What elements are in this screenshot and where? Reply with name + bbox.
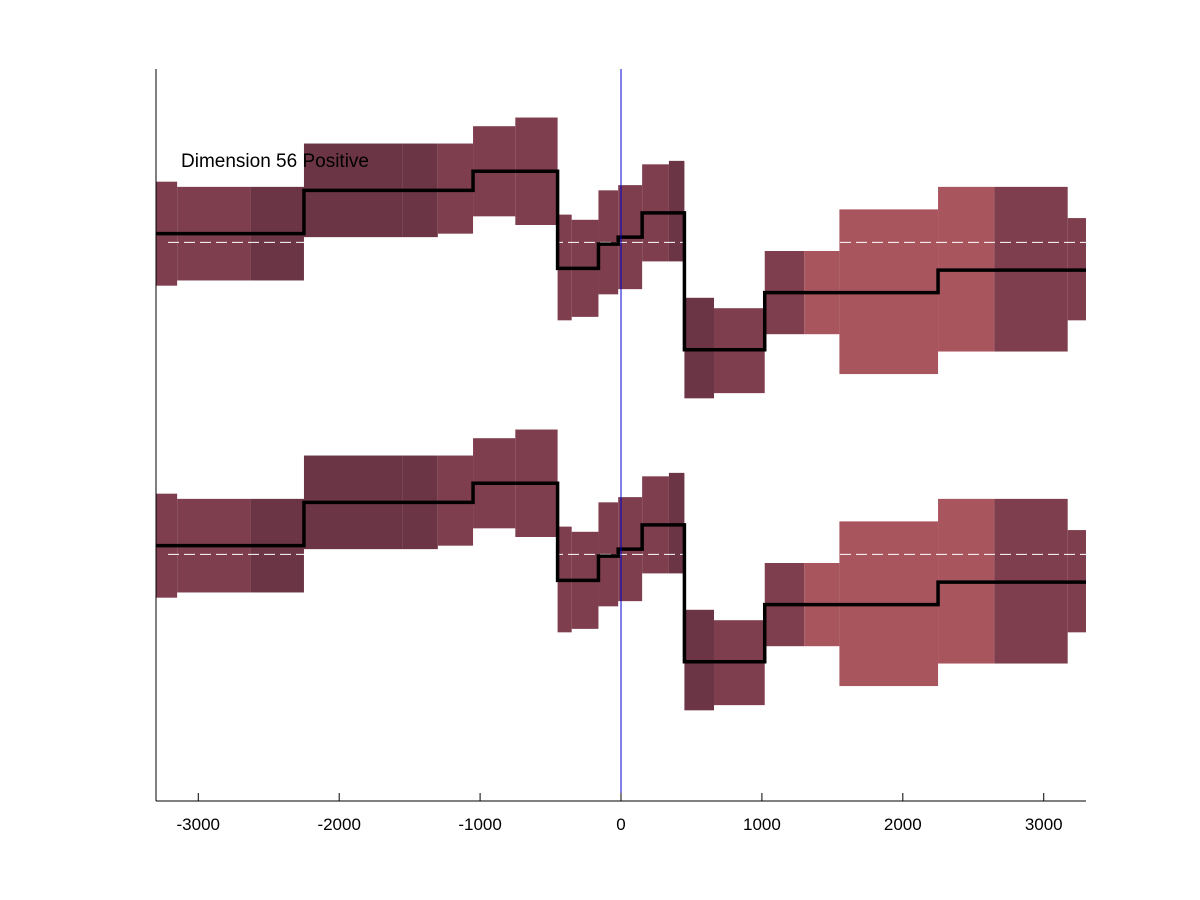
baseline-lines [168,241,1086,555]
x-tick-label-1: -3000 [177,815,220,834]
x-tick-label-5: 1000 [743,815,781,834]
series-lines [156,169,1086,664]
dimension-annotation: Dimension 56 Positive [181,151,369,172]
x-tick-label-2: -2000 [317,815,360,834]
x-tick-label-3: -1000 [458,815,501,834]
x-tick-label-7: 3000 [1025,815,1063,834]
x-axis-ticks: -3000 -2000 -1000 0 1000 2000 3000 [177,793,1063,834]
series-line-2 [156,481,1086,664]
x-tick-label-4: 0 [616,815,625,834]
series-line-1 [156,169,1086,352]
x-tick-label-6: 2000 [884,815,922,834]
